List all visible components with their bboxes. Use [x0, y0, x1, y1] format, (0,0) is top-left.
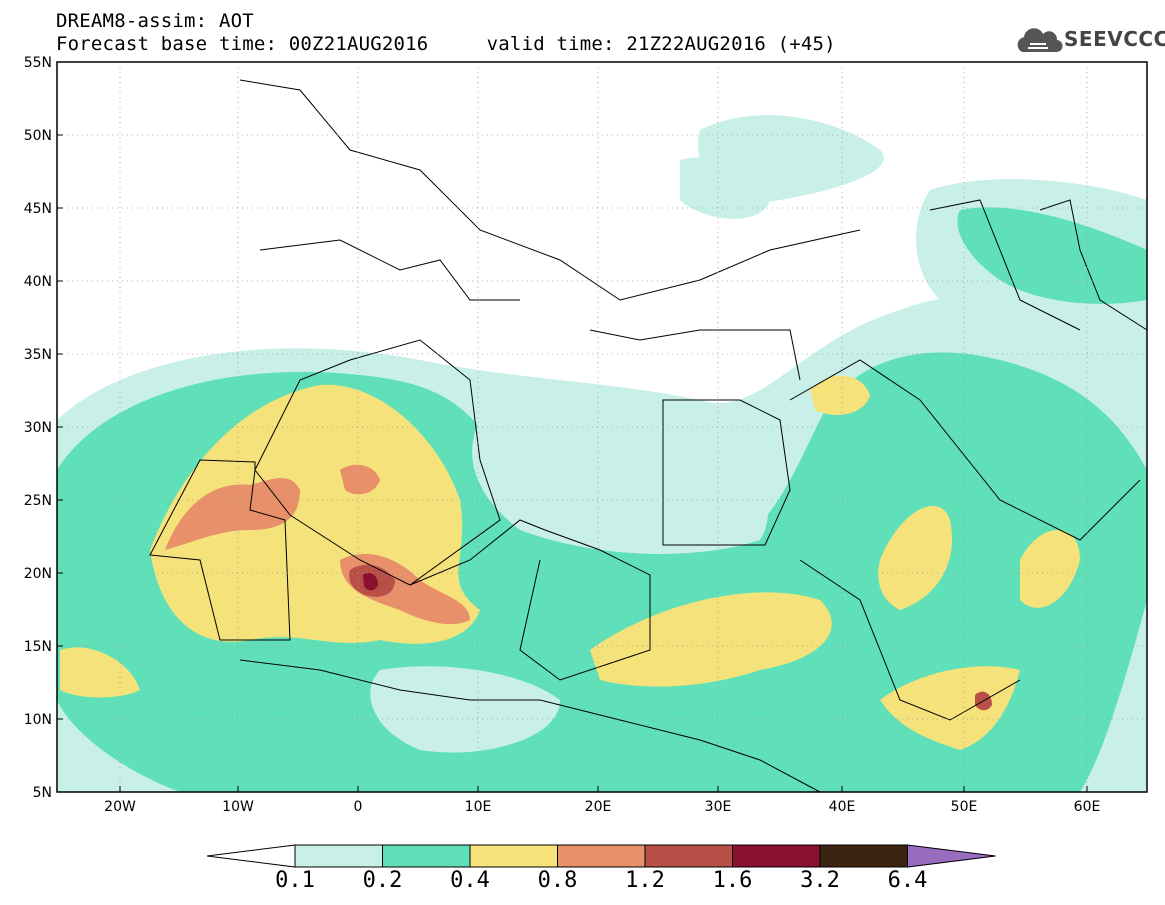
aot-region-light-egypt: [472, 416, 768, 554]
aot-region-yellow-arabia: [878, 505, 952, 610]
aot-region-orange: [165, 478, 300, 550]
colorbar-label: 3.2: [800, 868, 840, 893]
lat-tick-label: 45N: [24, 201, 52, 217]
colorbar-swatch: [819, 844, 908, 868]
colorbar-swatch: [644, 844, 733, 868]
colorbar-swatch: [382, 844, 471, 868]
cloud-logo-icon: [1017, 28, 1063, 53]
longitude-labels: 20W 10W 0 10E 20E 30E 40E 50E 60E: [104, 786, 1100, 815]
aot-region-yellow-westafrica: [60, 647, 140, 698]
aot-region-yellow-sudan: [590, 592, 832, 687]
colorbar-low-arrow: [206, 844, 296, 868]
colorbar-label: 0.2: [362, 868, 403, 893]
colorbar-swatch: [294, 844, 383, 868]
colorbar-labels: 0.1 0.2 0.4 0.8 1.2 1.6 3.2 6.4: [0, 868, 1165, 898]
lat-tick-label: 25N: [24, 493, 52, 509]
lon-tick-label: 60E: [1074, 799, 1101, 815]
lat-tick-label: 30N: [24, 420, 52, 436]
lon-tick-label: 30E: [705, 799, 732, 815]
colorbar-label: 6.4: [887, 868, 928, 893]
colorbar-label: 0.8: [537, 868, 578, 893]
latitude-labels: 55N 50N 45N 40N 35N 30N 25N 20N 15N 10N 5N: [24, 55, 63, 801]
colorbar-label: 1.6: [712, 868, 753, 893]
base-time-label: Forecast base time: 00Z21AUG2016: [56, 33, 429, 55]
brand-name: SEEVCCC: [1064, 27, 1165, 51]
aot-region-maroon: [363, 573, 378, 591]
lat-tick-label: 50N: [24, 128, 52, 144]
lon-tick-label: 10E: [465, 799, 492, 815]
aot-region-green-caspian: [957, 207, 1147, 304]
colorbar-label: 0.4: [450, 868, 490, 893]
aot-region-light-sahel: [370, 666, 560, 753]
lat-tick-label: 40N: [24, 274, 52, 290]
aot-region-light-balkan: [680, 157, 770, 219]
lat-tick-label: 15N: [24, 639, 52, 655]
map-subtitle: Forecast base time: 00Z21AUG2016 valid t…: [56, 33, 836, 55]
lon-tick-label: 10W: [222, 799, 254, 815]
colorbar-swatch: [469, 844, 558, 868]
aot-region-yellow-somalia: [880, 666, 1020, 750]
aot-region-orange-algeria: [340, 464, 380, 495]
colorbar-swatch: [557, 844, 646, 868]
colorbar-high-arrow: [907, 844, 996, 868]
coastlines: [149, 79, 1148, 793]
lon-tick-label: 0: [354, 799, 363, 815]
map-title: DREAM8-assim: AOT: [56, 10, 254, 32]
valid-time-label: valid time: 21Z22AUG2016 (+45): [486, 33, 836, 55]
lon-tick-label: 50E: [951, 799, 978, 815]
colorbar-label: 0.1: [275, 868, 315, 893]
colorbar: [206, 844, 996, 868]
lon-tick-label: 40E: [829, 799, 856, 815]
lat-tick-label: 5N: [33, 785, 52, 801]
aot-region-yellow-iraq: [810, 375, 870, 415]
colorbar-label: 1.2: [625, 868, 665, 893]
lon-tick-label: 20W: [104, 799, 136, 815]
aot-region-yellow-oman: [1020, 530, 1080, 608]
lat-tick-label: 20N: [24, 566, 52, 582]
lat-tick-label: 35N: [24, 347, 52, 363]
lon-tick-label: 20E: [585, 799, 612, 815]
lat-tick-label: 10N: [24, 712, 52, 728]
graticule: [57, 62, 1147, 792]
lat-tick-label: 55N: [24, 55, 52, 71]
colorbar-swatch: [732, 844, 821, 868]
